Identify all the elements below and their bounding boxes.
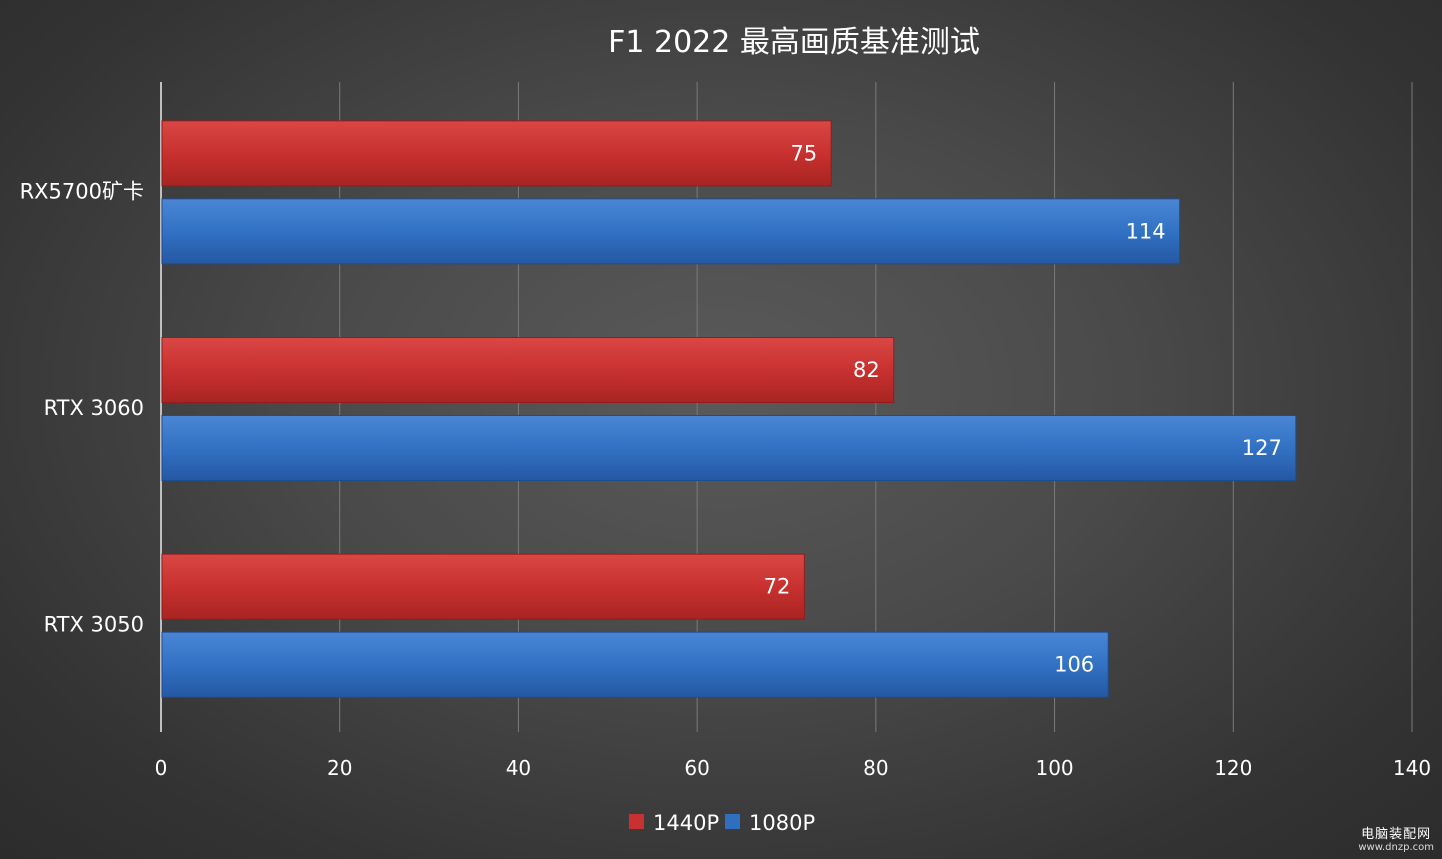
x-tick-label: 120: [1214, 756, 1252, 780]
x-tick-label: 80: [863, 756, 888, 780]
bar-1440p: [161, 337, 895, 403]
data-label: 82: [853, 358, 880, 382]
bar-1440p: [161, 120, 832, 187]
category-label: RTX 3060: [44, 396, 144, 420]
bars: 75 114 82 127 72 106: [161, 120, 1297, 698]
legend-label: 1440P: [653, 811, 719, 835]
x-tick-label: 0: [155, 756, 168, 780]
x-tick-label: 60: [684, 756, 709, 780]
bar-1440p: [161, 553, 805, 620]
bar-1080p: [161, 631, 1109, 698]
category-labels: RX5700矿卡 RTX 3060 RTX 3050: [20, 179, 144, 636]
legend-swatch-1080p: [725, 814, 740, 829]
data-label: 127: [1242, 436, 1282, 460]
watermark-line1: 电脑装配网: [1361, 826, 1432, 842]
data-label: 72: [764, 575, 791, 599]
category-label: RTX 3050: [44, 613, 144, 637]
data-label: 114: [1126, 219, 1166, 243]
x-tick-label: 40: [506, 756, 531, 780]
legend-swatch-1440p: [629, 814, 644, 829]
x-tick-label: 100: [1035, 756, 1073, 780]
bar-1080p: [161, 198, 1181, 265]
legend-label: 1080P: [749, 811, 815, 835]
legend: 1440P 1080P: [629, 811, 815, 835]
watermark-line2: www.dnzp.com: [1358, 842, 1434, 853]
category-label: RX5700矿卡: [20, 179, 144, 203]
gridlines: [160, 82, 1413, 732]
watermark: 电脑装配网 www.dnzp.com: [1358, 826, 1434, 853]
bar-1080p: [161, 415, 1297, 481]
data-label: 75: [790, 141, 817, 165]
x-tick-labels: 0 20 40 60 80 100 120 140: [155, 756, 1431, 780]
x-tick-label: 140: [1393, 756, 1431, 780]
x-tick-label: 20: [327, 756, 352, 780]
data-label: 106: [1054, 653, 1094, 677]
chart-title: F1 2022 最高画质基准测试: [608, 25, 980, 60]
